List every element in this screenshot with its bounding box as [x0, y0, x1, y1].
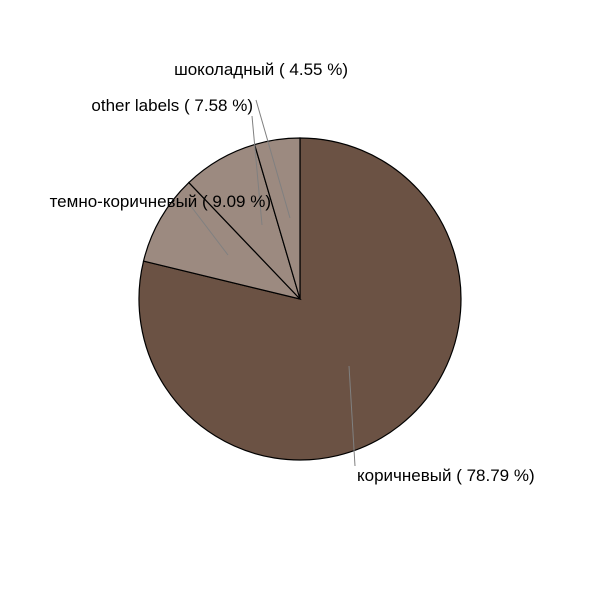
leader-line-0: [348, 365, 356, 467]
leader-line-3: [255, 99, 291, 219]
slice-label-temno-korichnevyy: темно-коричневый ( 9.09 %): [50, 192, 271, 211]
leader-lines: [189, 99, 356, 467]
leader-line-1: [189, 204, 229, 256]
pie-slices: [138, 137, 462, 461]
leader-line-2: [251, 115, 263, 226]
slice-label-other-labels: other labels ( 7.58 %): [91, 96, 253, 115]
pie-slice-1: [142, 181, 302, 301]
slice-labels: коричневый ( 78.79 %) темно-коричневый (…: [50, 60, 535, 485]
slice-label-korichnevyy: коричневый ( 78.79 %): [357, 466, 535, 485]
slice-label-shokoladnyy: шоколадный ( 4.55 %): [174, 60, 348, 79]
